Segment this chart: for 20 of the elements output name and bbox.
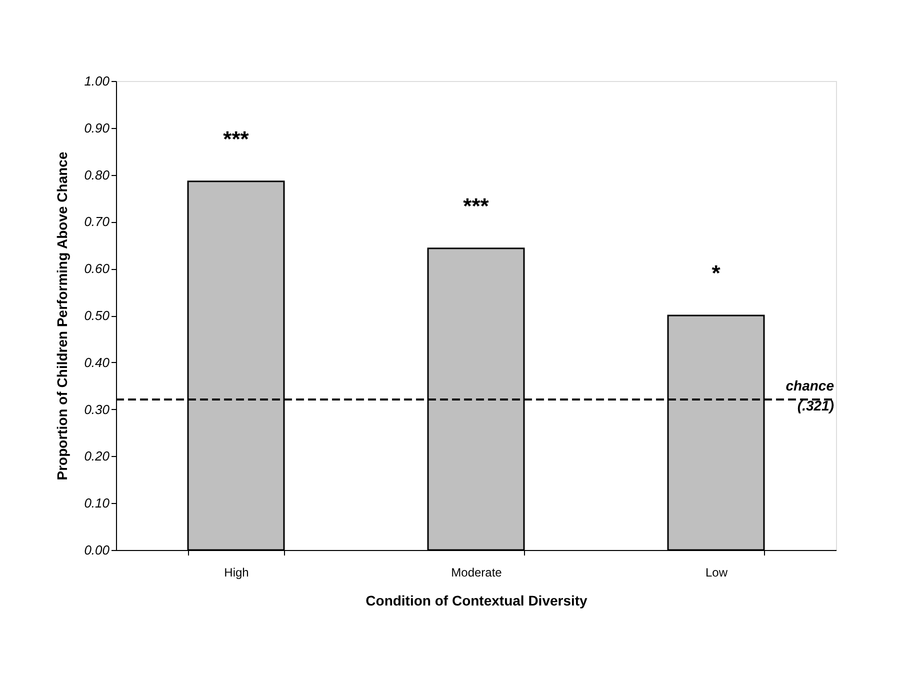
x-axis-title: Condition of Contextual Diversity bbox=[366, 592, 588, 608]
ref-line-label: chance (.321) bbox=[786, 377, 834, 414]
y-tick-label: 0.90 bbox=[84, 120, 110, 136]
y-tick-label: 0.80 bbox=[84, 167, 110, 182]
y-tick-label: 0.00 bbox=[84, 542, 110, 558]
y-tick-label: 0.10 bbox=[84, 496, 110, 511]
y-tick-label: 0.30 bbox=[84, 402, 110, 417]
y-axis-title: Proportion of Children Performing Above Chance bbox=[54, 152, 70, 480]
y-tick-label: 1.00 bbox=[84, 74, 110, 88]
y-tick-label: 0.60 bbox=[84, 261, 110, 276]
annotation: *** bbox=[463, 193, 490, 218]
y-tick-label: 0.40 bbox=[84, 354, 110, 370]
annotation: * bbox=[712, 260, 721, 286]
y-tick-label: 0.50 bbox=[84, 308, 110, 323]
x-tick-label: Moderate bbox=[451, 566, 502, 580]
x-tick-label: Low bbox=[705, 566, 728, 580]
annotation: *** bbox=[223, 126, 250, 152]
x-tick-label: High bbox=[224, 566, 249, 580]
y-tick-label: 0.70 bbox=[84, 214, 110, 230]
y-tick-label: 0.20 bbox=[84, 448, 110, 464]
